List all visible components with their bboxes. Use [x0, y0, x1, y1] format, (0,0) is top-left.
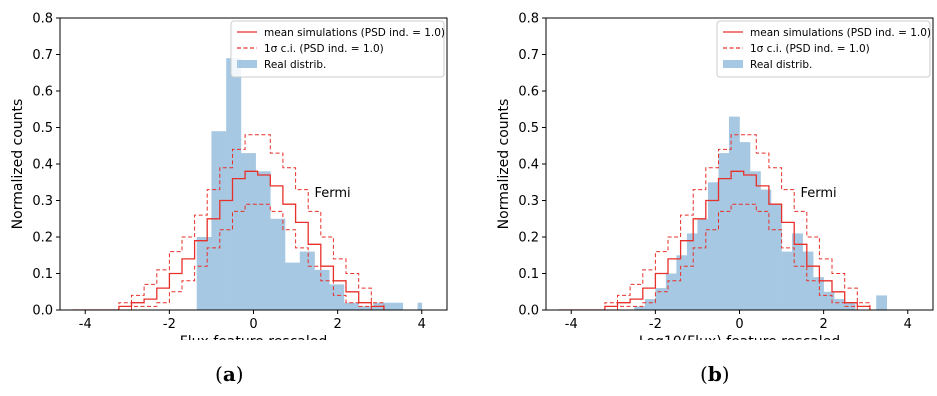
- histogram-bar: [226, 58, 242, 310]
- x-axis-label: Log10(Flux) feature rescaled: [639, 334, 840, 340]
- histogram-bar: [750, 171, 761, 310]
- histogram-bar: [196, 237, 212, 310]
- y-axis-label: Normalized counts: [10, 99, 26, 230]
- y-tick-label: 0.2: [518, 231, 539, 246]
- histogram-bar: [270, 218, 286, 310]
- histogram-bar: [823, 291, 835, 310]
- y-tick-label: 0.6: [518, 85, 539, 100]
- subfigure-caption-b: (b): [700, 362, 730, 386]
- figure: 0.0 0.1 0.2 0.3 0.4 0.5 0.6 0.7 0.8 -4 -2 0 2 4 Flux f…: [10, 12, 934, 340]
- x-tick-label: -2: [649, 317, 662, 332]
- x-tick-label: 0: [249, 317, 257, 332]
- chart-panel-a: 0.0 0.1 0.2 0.3 0.4 0.5 0.6 0.7 0.8 -4 -2 0 2 4 Flux f…: [10, 12, 448, 340]
- histogram-bar: [655, 288, 667, 310]
- histogram-bar: [417, 302, 423, 310]
- histogram-bar: [834, 299, 845, 310]
- histogram-bar: [285, 262, 300, 310]
- y-tick-label: 0.7: [518, 48, 539, 63]
- plot-area: [72, 58, 423, 310]
- chart-panel-b: 0.0 0.1 0.2 0.3 0.4 0.5 0.6 0.7 0.8 -4 -2 0 2 4 Log10(…: [496, 12, 934, 340]
- histogram-bar: [343, 302, 359, 310]
- y-tick-label: 0.8: [518, 12, 539, 27]
- mean-simulation-step-line: [72, 170, 385, 310]
- legend-entry-label: mean simulations (PSD ind. = 1.0): [750, 27, 931, 39]
- histogram-bar: [708, 182, 719, 310]
- confidence-interval-step-line: [72, 134, 385, 310]
- legend-swatch-patch: [237, 60, 257, 68]
- plot-area: [558, 116, 887, 310]
- histogram-bar: [329, 284, 345, 310]
- annotation-label: Fermi: [800, 186, 836, 201]
- legend-box: [230, 20, 445, 78]
- mean-simulation-step-line: [558, 170, 871, 310]
- histogram-bar: [729, 116, 740, 310]
- legend-box: [716, 20, 931, 78]
- histogram-bar: [813, 277, 824, 310]
- histogram-bar: [665, 273, 677, 310]
- histogram-bar: [739, 142, 751, 310]
- y-tick-label: 0.7: [32, 48, 53, 63]
- histogram-bar: [686, 233, 698, 310]
- histogram-bar: [211, 131, 227, 310]
- legend-swatch-patch: [723, 60, 743, 68]
- x-tick-label: 2: [333, 317, 341, 332]
- histogram-bar: [676, 255, 688, 310]
- subfigure-caption-a: (a): [215, 362, 244, 386]
- y-tick-label: 0.5: [32, 121, 53, 136]
- legend: mean simulations (PSD ind. = 1.0) 1σ c.i.…: [716, 20, 931, 78]
- histogram-bar: [255, 171, 271, 310]
- annotation-label: Fermi: [314, 186, 350, 201]
- histogram-bar: [314, 269, 330, 310]
- histogram-bar: [760, 189, 772, 310]
- confidence-interval-step-line: [558, 203, 870, 310]
- legend-entry-label: mean simulations (PSD ind. = 1.0): [264, 27, 445, 39]
- y-tick-label: 0.3: [32, 194, 53, 209]
- y-tick-label: 0.0: [518, 304, 539, 319]
- y-axis-label: Normalized counts: [496, 99, 512, 230]
- histogram-bar: [792, 233, 803, 310]
- y-tick-label: 0.6: [32, 85, 53, 100]
- histogram-bar: [844, 302, 856, 310]
- x-tick-label: 4: [904, 317, 912, 332]
- histogram-bar: [718, 153, 730, 310]
- y-tick-label: 0.5: [518, 121, 539, 136]
- x-tick-label: 4: [418, 317, 426, 332]
- x-tick-label: -2: [163, 317, 176, 332]
- x-tick-label: 0: [735, 317, 743, 332]
- confidence-interval-step-line: [72, 203, 384, 310]
- y-tick-label: 0.0: [32, 304, 53, 319]
- x-tick-label: -4: [79, 317, 92, 332]
- histogram-bar: [240, 153, 256, 310]
- legend-entry-label: 1σ c.i. (PSD ind. = 1.0): [264, 43, 384, 55]
- histogram-bar: [388, 302, 404, 310]
- histogram-bar: [876, 295, 887, 310]
- histogram-bar: [644, 299, 656, 310]
- legend: mean simulations (PSD ind. = 1.0) 1σ c.i.…: [230, 20, 445, 78]
- y-tick-label: 0.8: [32, 12, 53, 27]
- x-axis-label: Flux feature rescaled: [180, 334, 328, 340]
- x-tick-label: 2: [819, 317, 827, 332]
- y-tick-label: 0.3: [518, 194, 539, 209]
- legend-entry-label: 1σ c.i. (PSD ind. = 1.0): [750, 43, 870, 55]
- y-tick-label: 0.4: [32, 158, 53, 173]
- histogram-bar: [358, 306, 374, 310]
- x-tick-label: -4: [565, 317, 578, 332]
- legend-entry-label: Real distrib.: [750, 59, 812, 71]
- y-tick-label: 0.4: [518, 158, 539, 173]
- y-tick-label: 0.1: [32, 267, 53, 282]
- histogram-bar: [781, 251, 793, 310]
- histogram-bar: [299, 251, 315, 310]
- histogram-bar: [634, 306, 646, 310]
- confidence-interval-step-line: [558, 134, 871, 310]
- legend-entry-label: Real distrib.: [264, 59, 326, 71]
- y-tick-label: 0.1: [518, 267, 539, 282]
- y-tick-label: 0.2: [32, 231, 53, 246]
- histogram-bar: [771, 204, 782, 310]
- histogram-bar: [697, 218, 709, 310]
